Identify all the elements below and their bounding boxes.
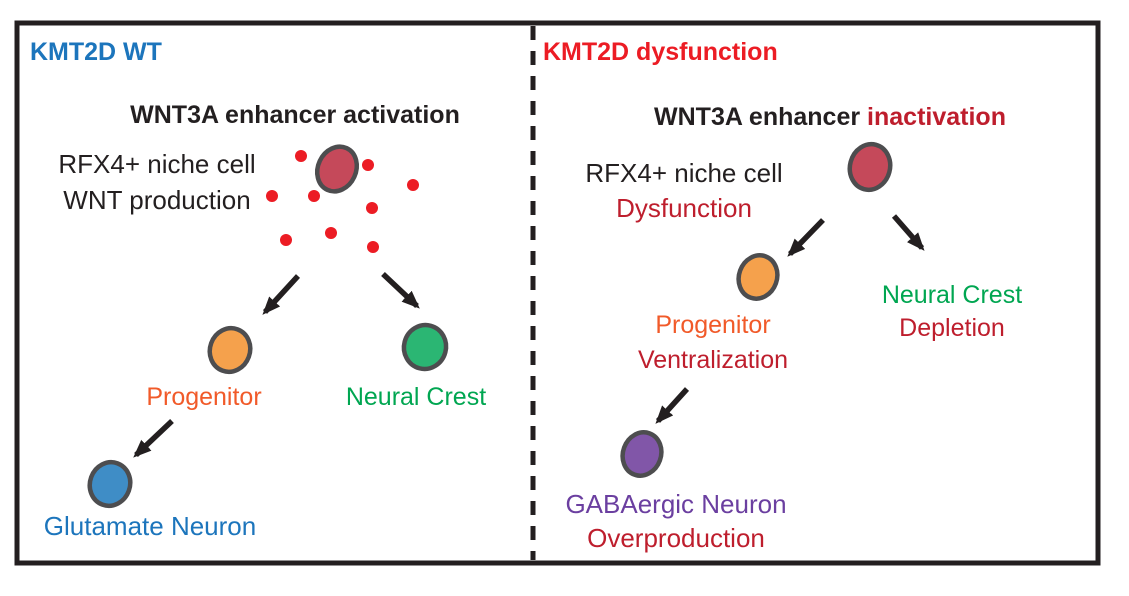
niche-cell-wt-shape [314,144,360,194]
left-progenitor-label: Progenitor [146,383,262,411]
left-niche-cell-label: RFX4+ niche cell WNT production [58,146,255,218]
right-panel-title: KMT2D dysfunction [543,38,778,66]
panel-frame [14,20,1101,566]
niche-cell-dysfunction-shape [847,141,893,193]
wnt-molecule-dot [325,227,337,239]
left-neural-crest-label: Neural Crest [345,383,487,411]
left-niche-line1: RFX4+ niche cell [58,149,256,179]
right-gaba-line1: GABAergic Neuron [565,489,787,519]
progenitor-cell-dysfunction-shape [736,253,780,301]
arrow-progenitor-to-gabaergic-dys [655,387,690,424]
wnt-molecule-dot [367,241,379,253]
progenitor-cell-dysfunction [736,253,780,301]
left-glutamate-neuron-label: Glutamate Neuron [43,511,257,541]
wnt-molecule-dot [295,150,307,162]
right-panel-heading: WNT3A enhancer inactivation [654,103,1006,132]
right-heading-black: WNT3A enhancer [654,103,868,131]
glutamate-neuron-cell-wt-shape [87,459,133,509]
right-neural-crest-line2: Depletion [899,314,1005,342]
wnt-molecule-dot [280,234,292,246]
gabaergic-neuron-cell-dysfunction [620,430,664,478]
left-niche-line2: WNT production [63,185,251,215]
arrow-niche-to-neuralcrest-dys [891,214,925,251]
glutamate-neuron-cell-wt [87,459,133,509]
right-gabaergic-label: GABAergic Neuron Overproduction [565,487,786,555]
progenitor-cell-wt [207,325,253,375]
niche-cell-wt [314,144,360,194]
neural-crest-cell-wt-shape [401,322,449,372]
gabaergic-neuron-cell-dysfunction-shape [620,430,664,478]
right-progenitor-line2: Ventralization [637,346,789,374]
arrow-niche-to-progenitor-wt [262,274,301,315]
right-progenitor-label: Progenitor Ventralization [638,308,788,378]
progenitor-cell-wt-shape [207,325,253,375]
arrow-niche-to-progenitor-dys [787,218,825,257]
right-niche-line1: RFX4+ niche cell [585,158,783,188]
wnt-molecule-dot [362,159,374,171]
left-panel-title: KMT2D WT [30,38,162,66]
right-niche-cell-label: RFX4+ niche cell Dysfunction [585,156,782,226]
right-neural-crest-line1: Neural Crest [881,281,1023,309]
right-neural-crest-label: Neural Crest Depletion [882,279,1022,345]
left-panel-heading: WNT3A enhancer activation [130,101,460,129]
niche-cell-dysfunction [847,141,893,193]
arrow-progenitor-to-glutamate-wt [133,419,174,458]
wnt-molecule-dot [266,190,278,202]
right-heading-red: inactivation [867,103,1006,131]
neural-crest-cell-wt [401,322,449,372]
arrow-niche-to-neuralcrest-wt [381,271,420,309]
wnt-molecule-dot [407,179,419,191]
wnt-molecule-dot [366,202,378,214]
right-progenitor-line1: Progenitor [655,311,771,339]
right-niche-line2: Dysfunction [616,193,752,223]
right-gaba-line2: Overproduction [587,523,765,553]
wnt-molecule-dot [308,190,320,202]
